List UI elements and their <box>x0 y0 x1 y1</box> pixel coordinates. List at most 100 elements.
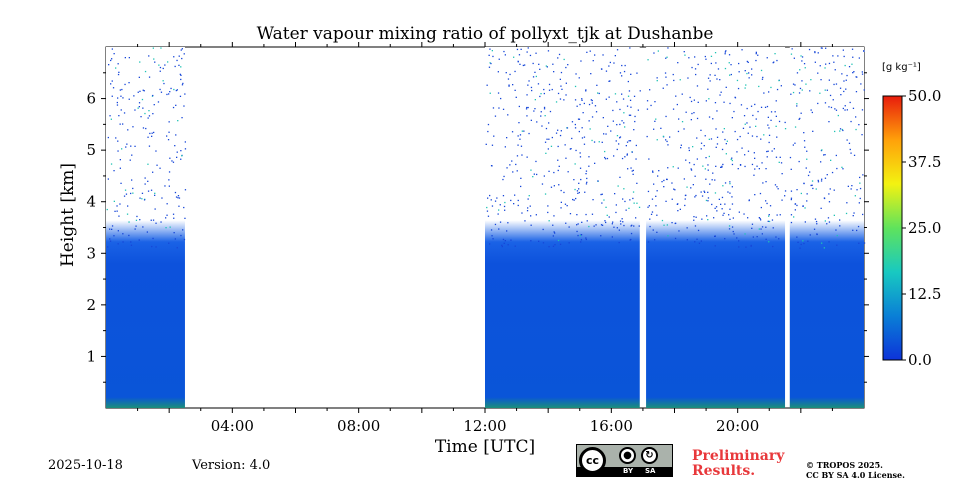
noise-dot <box>112 48 113 49</box>
noise-dot <box>839 130 840 131</box>
data-segment-0 <box>106 47 185 408</box>
noise-dot <box>855 129 856 130</box>
noise-dot <box>134 146 135 147</box>
noise-dot <box>557 57 558 58</box>
noise-dot <box>808 175 809 176</box>
noise-dot <box>514 195 515 196</box>
noise-dot <box>731 74 732 75</box>
noise-dot <box>148 110 149 111</box>
noise-dot <box>149 146 150 147</box>
noise-dot <box>492 56 493 57</box>
noise-dot <box>578 223 579 224</box>
noise-dot <box>152 172 153 173</box>
noise-dot <box>705 56 706 57</box>
colorbar: 0.012.525.037.550.0 <box>883 87 941 369</box>
noise-dot <box>820 65 821 66</box>
noise-dot <box>600 194 601 195</box>
noise-dot <box>550 111 551 112</box>
noise-dot <box>544 93 545 94</box>
noise-dot <box>697 85 698 86</box>
noise-dot <box>152 113 153 114</box>
noise-dot <box>853 212 854 213</box>
noise-dot <box>849 66 850 67</box>
noise-dot <box>827 174 828 175</box>
noise-dot <box>630 140 631 141</box>
noise-dot <box>815 219 816 220</box>
noise-dot <box>570 213 571 214</box>
noise-dot <box>581 234 582 235</box>
y-tick-label: 5 <box>86 141 96 159</box>
noise-dot <box>488 216 489 217</box>
noise-dot <box>560 86 561 87</box>
noise-dot <box>612 236 613 237</box>
noise-dot <box>675 238 676 239</box>
noise-dot <box>140 116 141 117</box>
noise-dot <box>715 102 716 103</box>
noise-dot <box>833 99 834 100</box>
noise-dot <box>724 204 725 205</box>
noise-dot <box>843 80 844 81</box>
noise-dot <box>509 164 510 165</box>
noise-dot <box>560 207 561 208</box>
noise-dot <box>560 79 561 80</box>
noise-dot <box>856 230 857 231</box>
noise-dot <box>130 193 131 194</box>
noise-dot <box>729 75 730 76</box>
noise-dot <box>585 173 586 174</box>
noise-dot <box>685 160 686 161</box>
noise-dot <box>573 179 574 180</box>
noise-dot <box>526 107 527 108</box>
noise-dot <box>776 100 777 101</box>
noise-dot <box>170 227 171 228</box>
noise-dot <box>677 62 678 63</box>
noise-dot <box>754 152 755 153</box>
noise-dot <box>174 232 175 233</box>
noise-dot <box>579 192 580 193</box>
noise-dot <box>711 204 712 205</box>
noise-dot <box>745 87 746 88</box>
noise-dot <box>520 178 521 179</box>
noise-dot <box>507 222 508 223</box>
noise-dot <box>536 121 537 122</box>
noise-dot <box>769 214 770 215</box>
noise-dot <box>584 144 585 145</box>
noise-dot <box>667 235 668 236</box>
noise-dot <box>657 190 658 191</box>
noise-dot <box>614 193 615 194</box>
noise-dot <box>791 222 792 223</box>
noise-dot <box>686 112 687 113</box>
noise-dot <box>672 199 673 200</box>
noise-dot <box>179 197 180 198</box>
noise-dot <box>708 98 709 99</box>
noise-dot <box>575 198 576 199</box>
noise-dot <box>617 149 618 150</box>
noise-dot <box>627 142 628 143</box>
noise-dot <box>168 179 169 180</box>
noise-dot <box>182 83 183 84</box>
noise-dot <box>791 199 792 200</box>
noise-dot <box>766 151 767 152</box>
sa-label: SA <box>645 467 655 476</box>
noise-dot <box>859 57 860 58</box>
noise-dot <box>565 158 566 159</box>
noise-dot <box>706 215 707 216</box>
noise-dot <box>112 225 113 226</box>
noise-dot <box>118 216 119 217</box>
noise-dot <box>113 170 114 171</box>
noise-dot <box>138 92 139 93</box>
noise-dot <box>113 87 114 88</box>
noise-dot <box>835 229 836 230</box>
noise-dot <box>576 231 577 232</box>
noise-dot <box>184 239 185 240</box>
noise-dot <box>538 64 539 65</box>
noise-dot <box>599 93 600 94</box>
noise-dot <box>528 80 529 81</box>
noise-dot <box>697 158 698 159</box>
noise-dot <box>812 188 813 189</box>
noise-dot <box>493 136 494 137</box>
noise-dot <box>124 84 125 85</box>
noise-dot <box>489 67 490 68</box>
noise-dot <box>733 111 734 112</box>
noise-dot <box>124 196 125 197</box>
noise-dot <box>735 131 736 132</box>
